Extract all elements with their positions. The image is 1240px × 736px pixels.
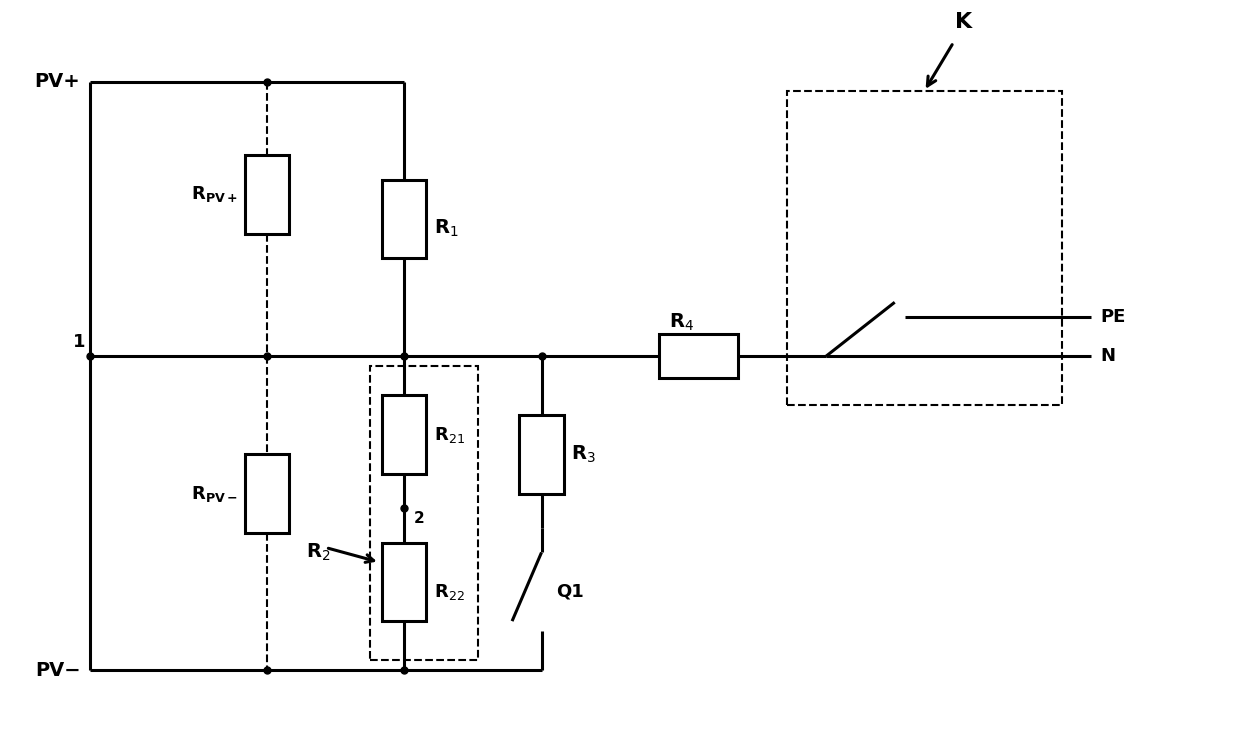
Bar bbox=[382, 395, 427, 474]
Text: PE: PE bbox=[1101, 308, 1126, 326]
Bar bbox=[370, 366, 477, 660]
Text: 2: 2 bbox=[414, 512, 425, 526]
Bar bbox=[244, 454, 289, 533]
Bar bbox=[520, 415, 564, 494]
Text: R$_3$: R$_3$ bbox=[570, 444, 595, 465]
Text: N: N bbox=[1101, 347, 1116, 365]
Bar bbox=[382, 542, 427, 621]
Text: R$_4$: R$_4$ bbox=[670, 311, 694, 333]
Text: R$_2$: R$_2$ bbox=[306, 542, 331, 563]
Text: R$_{21}$: R$_{21}$ bbox=[434, 425, 465, 445]
Text: 1: 1 bbox=[73, 333, 86, 351]
Text: PV+: PV+ bbox=[35, 72, 81, 91]
Text: K: K bbox=[955, 13, 972, 32]
Text: Q1: Q1 bbox=[557, 583, 584, 601]
Text: R$_{\mathregular{PV+}}$: R$_{\mathregular{PV+}}$ bbox=[191, 184, 237, 205]
Bar bbox=[660, 334, 738, 378]
Bar bbox=[787, 91, 1061, 406]
Bar bbox=[244, 155, 289, 233]
Text: PV−: PV− bbox=[35, 661, 81, 679]
Bar bbox=[382, 180, 427, 258]
Text: R$_1$: R$_1$ bbox=[434, 218, 458, 239]
Text: R$_{\mathregular{PV-}}$: R$_{\mathregular{PV-}}$ bbox=[191, 484, 237, 503]
Text: R$_{22}$: R$_{22}$ bbox=[434, 581, 465, 602]
